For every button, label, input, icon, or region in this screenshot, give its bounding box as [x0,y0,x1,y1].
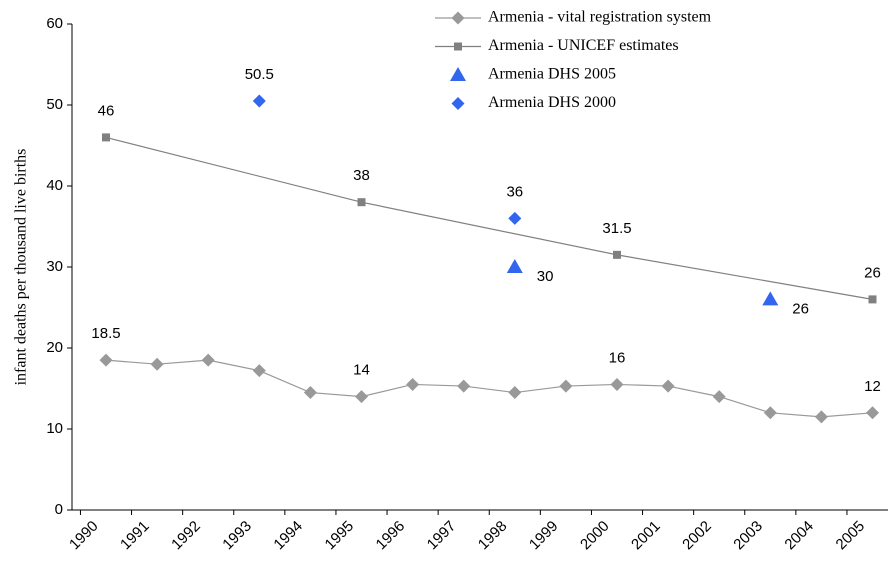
legend-label: Armenia DHS 2000 [488,94,616,111]
marker [763,406,777,420]
marker [303,386,317,400]
marker [406,377,420,391]
data-label: 16 [609,349,626,366]
legend-label: Armenia DHS 2005 [488,66,616,83]
y-axis-label: infant deaths per thousand live births [13,149,30,386]
x-tick-label: 1993 [219,518,255,554]
legend-label: Armenia - vital registration system [488,9,712,26]
x-tick-label: 2002 [679,518,715,554]
data-label: 14 [353,362,370,379]
marker [868,295,877,304]
marker [252,364,266,378]
marker [661,379,675,393]
x-tick-label: 1990 [66,518,102,554]
y-tick-label: 30 [46,258,63,275]
marker [712,390,726,404]
data-label: 12 [864,378,881,395]
marker [506,259,523,273]
legend-label: Armenia - UNICEF estimates [488,37,679,54]
marker [762,291,779,306]
y-tick-label: 40 [46,177,63,194]
x-tick-label: 1996 [373,518,409,554]
x-tick-label: 1997 [424,518,460,554]
data-label: 18.5 [91,325,120,342]
marker [814,410,828,424]
y-tick-label: 0 [55,501,63,518]
y-tick-label: 10 [46,420,63,437]
marker [559,379,573,393]
marker [201,353,215,367]
marker [150,357,164,371]
y-tick-label: 20 [46,339,63,356]
x-tick-label: 2000 [577,518,613,554]
marker [508,386,522,400]
x-tick-label: 2004 [781,518,817,554]
series-line [105,136,873,300]
legend-marker [454,42,462,51]
legend-marker [451,11,465,25]
marker [613,250,621,259]
data-label: 36 [506,183,523,200]
x-tick-label: 2005 [833,518,869,554]
x-tick-label: 2003 [730,518,766,554]
marker [457,379,471,393]
data-label: 26 [864,264,881,281]
x-tick-label: 1999 [526,518,562,554]
data-label: 50.5 [245,66,274,83]
data-label: 30 [537,268,554,285]
x-tick-label: 1991 [117,518,153,554]
legend-marker [451,97,465,110]
marker [252,94,266,108]
marker [508,211,522,225]
x-tick-label: 1995 [322,518,358,554]
series-line [105,359,873,418]
x-tick-label: 1998 [475,518,511,554]
data-label: 31.5 [602,220,631,237]
y-tick-label: 50 [46,96,63,113]
marker [357,198,366,207]
x-tick-label: 1994 [270,518,306,554]
marker [102,133,110,142]
legend-marker [450,67,466,81]
marker [99,353,113,367]
data-label: 46 [98,102,115,119]
y-tick-label: 60 [46,15,63,32]
x-tick-label: 1992 [168,518,204,554]
marker [355,390,368,404]
marker [610,377,624,391]
marker [866,406,879,420]
data-label: 26 [792,300,809,317]
data-label: 38 [353,167,370,184]
x-tick-label: 2001 [628,518,664,554]
